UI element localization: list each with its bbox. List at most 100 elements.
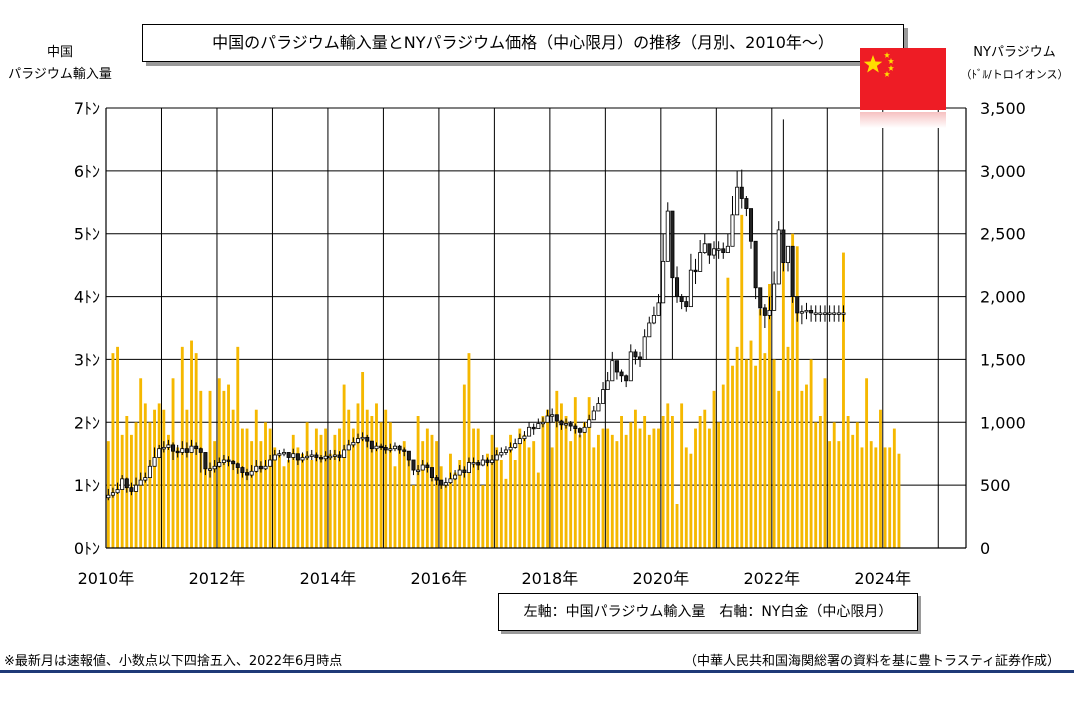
- import-bar: [601, 428, 605, 548]
- candle-body: [684, 301, 689, 308]
- candle-body: [591, 410, 596, 421]
- chart-legend: 左軸：中国パラジウム輸入量 右軸：NY白金（中心限月）: [498, 593, 918, 631]
- import-bar: [439, 466, 443, 548]
- candle-body: [175, 450, 180, 454]
- import-bar: [504, 478, 508, 548]
- import-bar: [541, 416, 545, 548]
- candle-body: [587, 419, 592, 428]
- import-bar: [670, 416, 674, 548]
- candle-body: [670, 210, 675, 279]
- import-bar: [703, 409, 707, 548]
- import-bar: [583, 422, 586, 548]
- x-tick-label: 2014年: [300, 569, 357, 588]
- candle-body: [702, 243, 707, 253]
- import-bar: [213, 441, 217, 548]
- chart-title: 中国のパラジウム輸入量とNYパラジウム価格（中心限月）の推移（月別、2010年～…: [142, 24, 904, 62]
- candle-body: [675, 277, 680, 297]
- candle-body: [291, 453, 296, 458]
- candle-body: [166, 444, 171, 448]
- candle-body: [735, 186, 740, 216]
- import-bar: [499, 460, 503, 548]
- import-bar: [809, 359, 813, 548]
- candle-body: [522, 435, 527, 440]
- candle-body: [231, 460, 236, 465]
- candle-body: [661, 260, 666, 304]
- candle-body: [716, 248, 721, 251]
- candle-body: [605, 380, 610, 390]
- import-bar: [550, 447, 554, 548]
- import-bar: [837, 441, 841, 548]
- candle-body: [647, 322, 652, 338]
- right-axis-unit-label: NYパラジウム （ﾄﾞﾙ/トロイオンス）: [955, 42, 1074, 86]
- candle-body: [249, 470, 254, 476]
- import-bar: [245, 428, 249, 548]
- import-bar: [513, 460, 517, 548]
- import-bar: [291, 434, 295, 548]
- x-tick-label: 2012年: [189, 569, 246, 588]
- candle-body: [152, 457, 157, 467]
- candle-body: [245, 472, 250, 476]
- import-bar: [398, 447, 402, 548]
- candle-body: [374, 445, 379, 450]
- candle-body: [124, 478, 129, 489]
- import-bar: [587, 397, 591, 548]
- import-bar: [157, 403, 161, 548]
- candle-body: [328, 455, 333, 459]
- import-bar: [707, 428, 711, 548]
- candle-body: [679, 296, 684, 303]
- candle-body: [531, 426, 536, 430]
- candle-body: [295, 453, 300, 461]
- candle-body: [221, 459, 226, 463]
- candle-body: [656, 302, 661, 316]
- candle-body: [365, 436, 370, 442]
- candle-body: [536, 423, 541, 429]
- candle-body: [494, 454, 499, 461]
- palladium-price-candles: [106, 119, 846, 501]
- candle-body: [628, 351, 633, 382]
- import-bar: [888, 447, 892, 548]
- candle-body: [342, 449, 347, 458]
- import-bar: [569, 441, 573, 548]
- candle-body: [300, 457, 305, 461]
- candle-body: [633, 351, 638, 358]
- import-bar: [421, 441, 425, 548]
- candle-body: [157, 448, 162, 458]
- import-bar: [319, 434, 323, 548]
- candle-body: [309, 454, 314, 457]
- candle-body: [263, 465, 268, 470]
- candle-body: [443, 482, 448, 486]
- import-bar: [818, 416, 822, 548]
- import-bar: [532, 441, 536, 548]
- import-bar: [310, 460, 314, 548]
- x-tick-label: 2018年: [522, 569, 579, 588]
- candle-body: [106, 494, 111, 499]
- candle-body: [240, 467, 245, 473]
- import-bar: [666, 403, 670, 548]
- left-tick-label: 7ﾄﾝ: [74, 99, 100, 118]
- candle-body: [568, 423, 573, 427]
- import-bar: [171, 378, 175, 548]
- import-bar: [296, 447, 300, 548]
- footer-rule: [0, 670, 1074, 673]
- import-bar: [698, 416, 702, 548]
- candle-body: [781, 229, 786, 264]
- import-bar: [800, 390, 804, 548]
- import-bar: [851, 434, 855, 548]
- import-bar: [680, 403, 684, 548]
- import-bar: [842, 252, 845, 549]
- candle-body: [466, 462, 471, 473]
- candle-body: [453, 474, 458, 480]
- candle-body: [711, 248, 717, 256]
- candle-body: [217, 462, 222, 467]
- candle-body: [776, 229, 781, 285]
- candle-body: [323, 455, 328, 460]
- import-bar: [176, 447, 180, 548]
- import-bar: [116, 346, 119, 548]
- import-bar: [472, 428, 476, 548]
- candle-body: [485, 459, 490, 463]
- candle-body: [406, 450, 411, 461]
- import-bar: [402, 441, 406, 548]
- import-bar: [444, 485, 448, 548]
- import-bar: [430, 434, 434, 548]
